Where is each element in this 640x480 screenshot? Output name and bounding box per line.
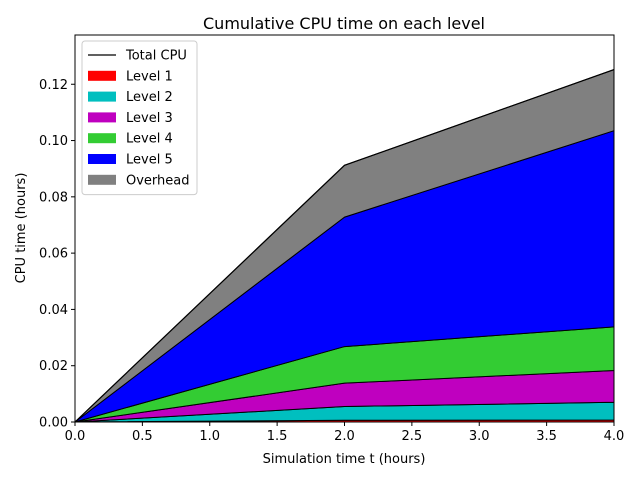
x-tick-label: 3.0 — [469, 429, 490, 444]
legend-swatch-level-3 — [88, 112, 116, 123]
x-tick-label: 2.5 — [402, 429, 423, 444]
y-tick-label: 0.06 — [39, 247, 68, 262]
legend-swatch-overhead — [88, 174, 116, 185]
x-axis: 0.0 0.5 1.0 1.5 2.0 2.5 3.0 3.5 4.0 — [65, 422, 625, 444]
x-tick-label: 2.0 — [334, 429, 355, 444]
total-line-group — [74, 69, 615, 423]
y-axis-label: CPU time (hours) — [14, 173, 29, 284]
x-tick-label: 0.0 — [65, 429, 86, 444]
y-tick-label: 0.04 — [39, 303, 68, 318]
x-tick-label: 3.5 — [536, 429, 557, 444]
legend-label-level-1: Level 1 — [126, 69, 173, 84]
legend-label-level-3: Level 3 — [126, 111, 173, 126]
legend-label-level-4: Level 4 — [126, 132, 173, 147]
y-tick-label: 0.08 — [39, 190, 68, 205]
total-cpu-line — [74, 69, 615, 423]
x-tick-label: 1.5 — [267, 429, 288, 444]
legend: Total CPU Level 1 Level 2 Level 3 Level 4 Lev… — [81, 40, 198, 196]
legend-label-level-2: Level 2 — [126, 90, 173, 105]
legend-label-level-5: Level 5 — [126, 153, 173, 168]
y-axis: 0.00 0.02 0.04 0.06 0.08 0.10 0.12 — [39, 78, 75, 431]
legend-label-overhead: Overhead — [126, 173, 190, 188]
legend-swatch-level-4 — [88, 133, 116, 144]
y-tick-label: 0.12 — [39, 78, 68, 93]
x-axis-label: Simulation time t (hours) — [263, 452, 426, 467]
legend-swatch-level-1 — [88, 70, 116, 81]
y-tick-label: 0.02 — [39, 359, 68, 374]
y-tick-label: 0.10 — [39, 134, 68, 149]
x-tick-label: 0.5 — [132, 429, 153, 444]
y-tick-label: 0.00 — [39, 416, 68, 431]
x-tick-label: 1.0 — [199, 429, 220, 444]
chart-title: Cumulative CPU time on each level — [203, 14, 485, 33]
legend-swatch-level-2 — [88, 91, 116, 102]
x-tick-label: 4.0 — [604, 429, 625, 444]
legend-swatch-level-5 — [88, 154, 116, 164]
legend-label-total-cpu: Total CPU — [125, 49, 187, 64]
